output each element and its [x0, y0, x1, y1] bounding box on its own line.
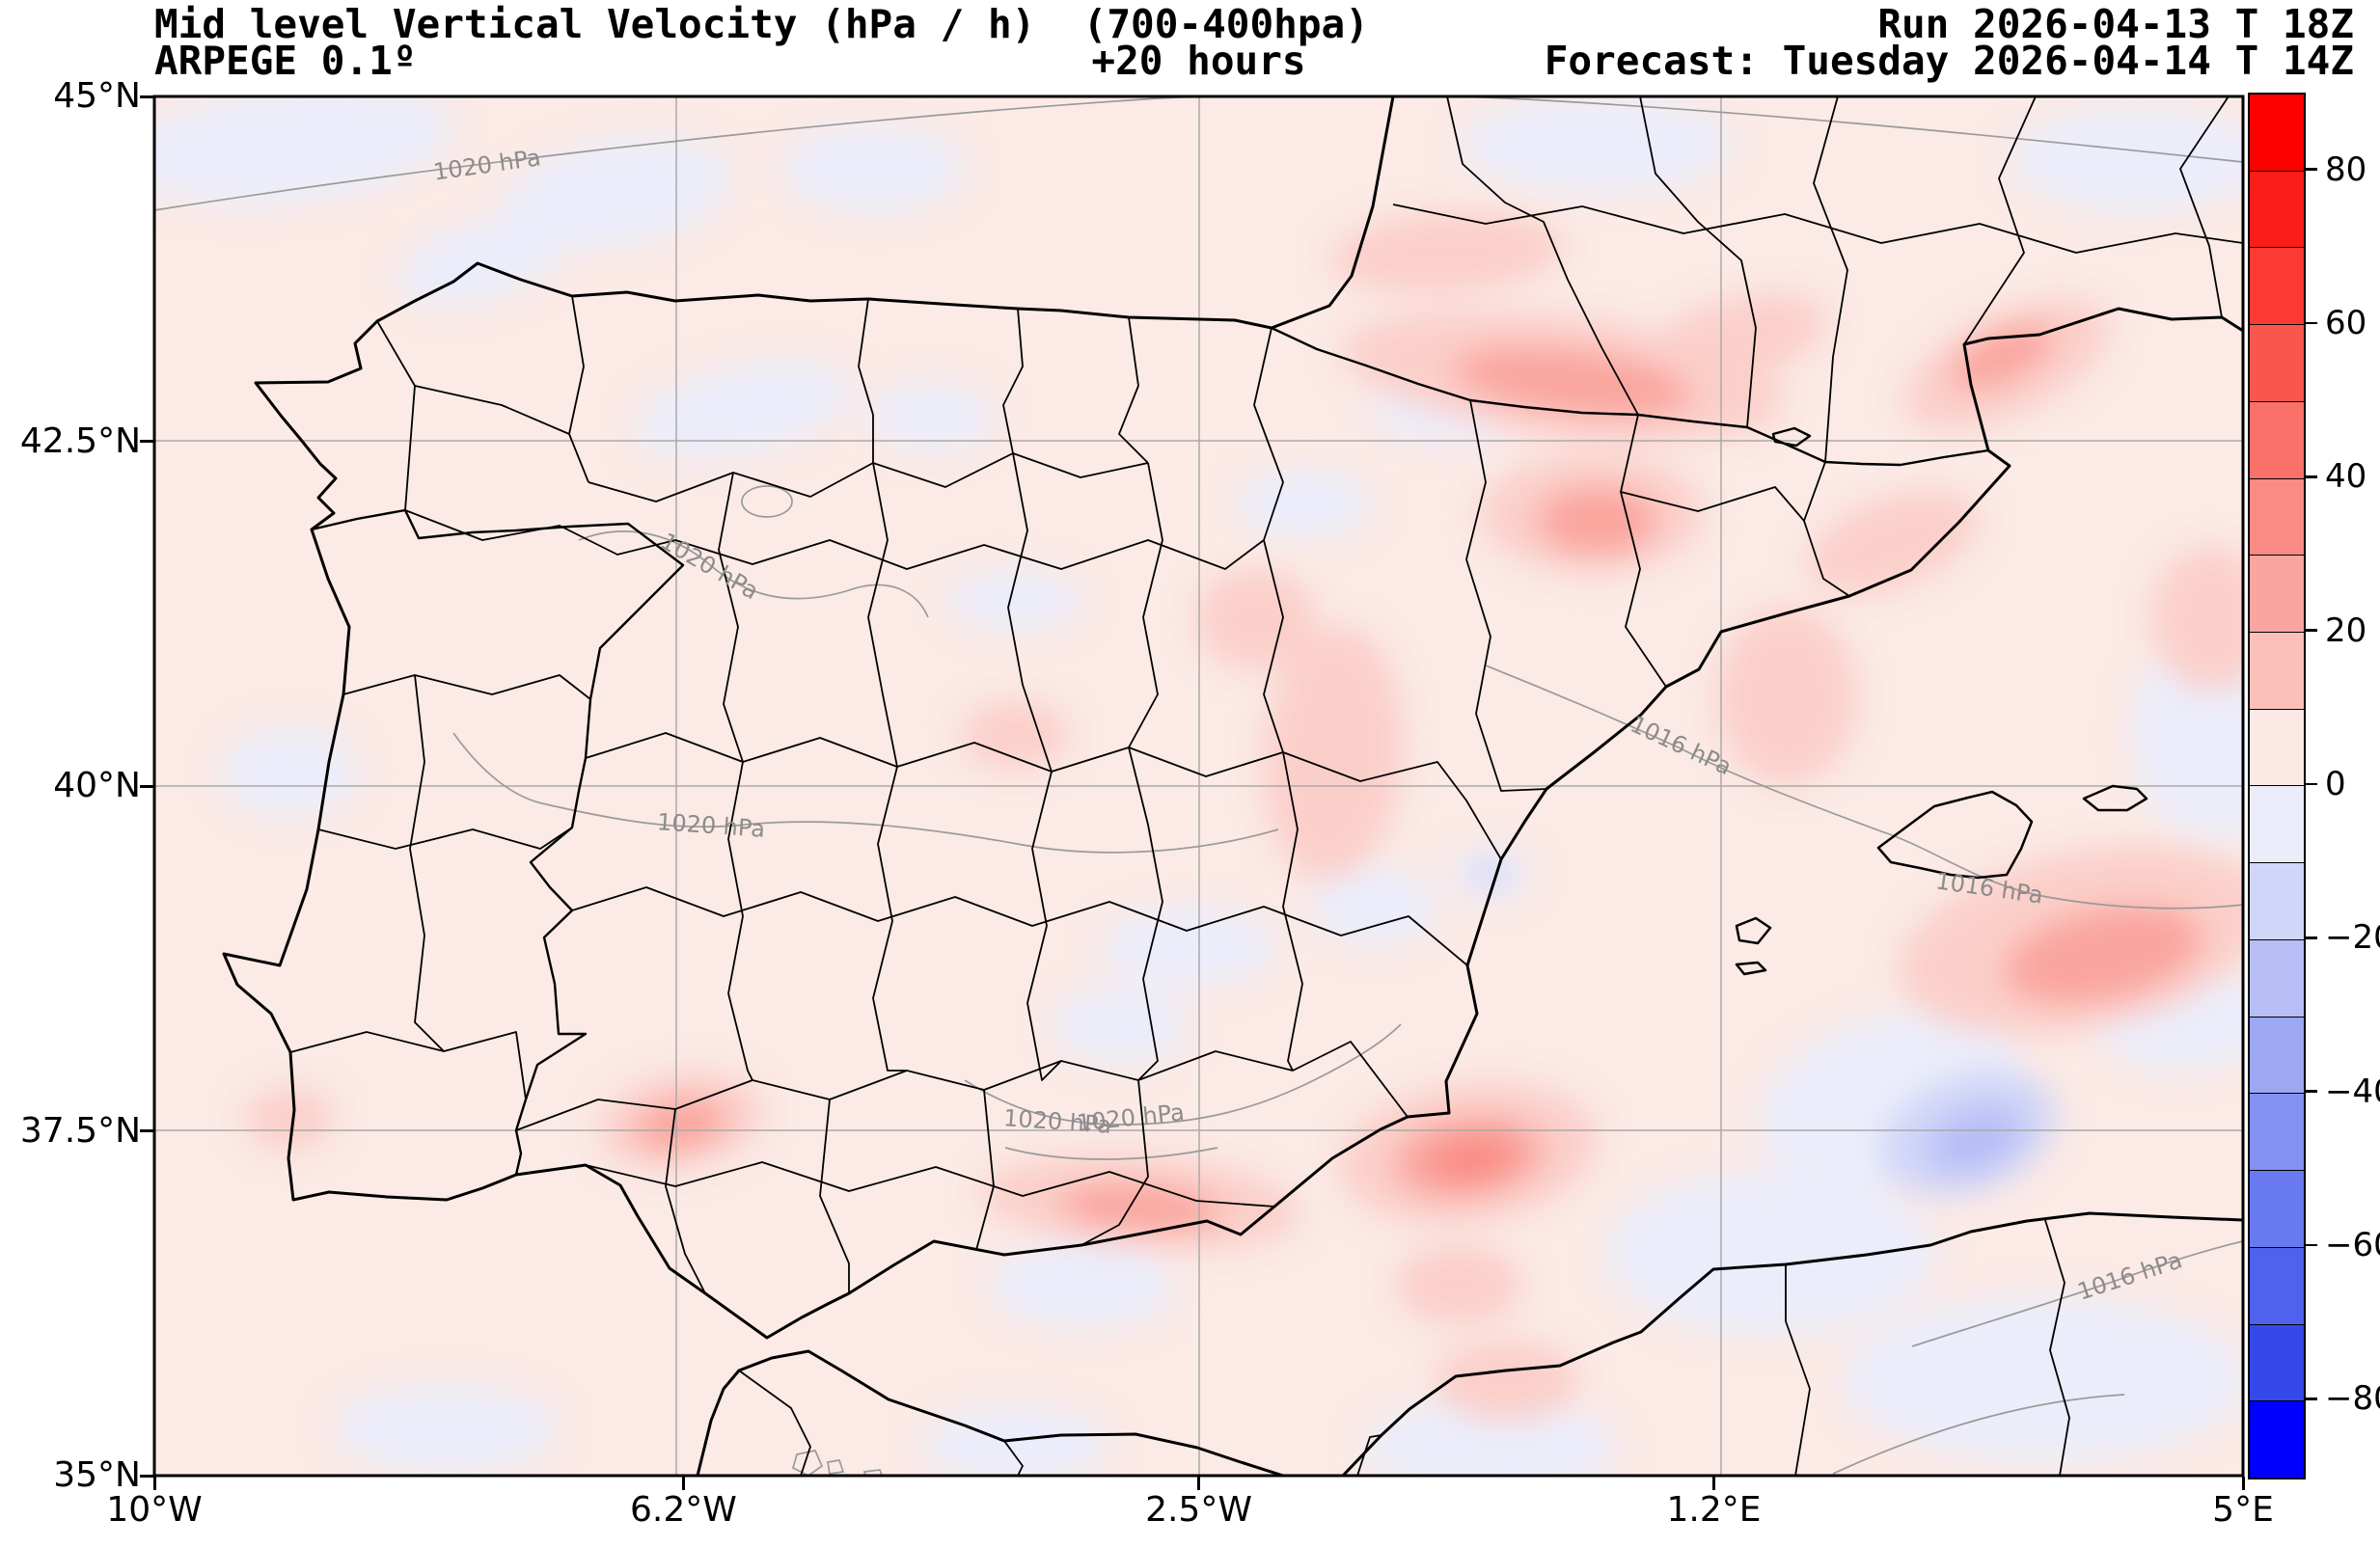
lead-time-label: +20 hours [1091, 38, 1306, 84]
lat-tick-label: 40°N [53, 766, 141, 805]
lon-tick-mark [681, 1477, 685, 1490]
colorbar-tick-mark [2305, 168, 2317, 171]
lon-tick-label: 6.2°W [630, 1490, 737, 1530]
colorbar-segment [2250, 555, 2304, 633]
velocity-shading [154, 96, 2243, 1476]
colorbar-tick-mark [2305, 936, 2317, 939]
colorbar-tick-mark [2305, 629, 2317, 632]
colorbar-segment [2250, 400, 2304, 478]
colorbar [2248, 93, 2306, 1479]
colorbar-segment [2250, 862, 2304, 939]
colorbar-tick-mark [2305, 1090, 2317, 1093]
colorbar-tick-label: −60 [2325, 1226, 2380, 1264]
lat-tick-label: 45°N [53, 76, 141, 116]
lon-tick-mark [1197, 1477, 1200, 1490]
colorbar-tick-label: 40 [2325, 457, 2367, 497]
lon-tick-mark [1712, 1477, 1716, 1490]
colorbar-tick-mark [2305, 782, 2317, 786]
lon-tick-label: 1.2°E [1666, 1490, 1762, 1530]
isobar-contours [154, 96, 2243, 1476]
lon-tick-label: 2.5°W [1145, 1490, 1252, 1530]
colorbar-segment [2250, 324, 2304, 401]
colorbar-segment [2250, 95, 2304, 171]
colorbar-segment [2250, 1400, 2304, 1478]
colorbar-segment [2250, 1170, 2304, 1247]
graticule [154, 96, 2243, 1476]
national-borders [311, 326, 1989, 1176]
lon-tick-mark [2241, 1477, 2245, 1490]
colorbar-segment [2250, 938, 2304, 1017]
colorbar-segment [2250, 1016, 2304, 1094]
admin-boundaries-misc [289, 96, 2243, 1476]
admin-boundaries-horizontal [404, 509, 1502, 1208]
lat-tick-mark [140, 1129, 154, 1132]
colorbar-segment [2250, 170, 2304, 248]
admin-boundaries-north [376, 295, 1284, 541]
colorbar-segment [2250, 1323, 2304, 1401]
lat-tick-mark [140, 440, 154, 443]
colorbar-segment [2250, 1246, 2304, 1324]
colorbar-tick-mark [2305, 475, 2317, 478]
colorbar-tick-mark [2305, 1243, 2317, 1247]
colorbar-segment [2250, 632, 2304, 709]
forecast-label: Forecast: Tuesday 2026-04-14 T 14Z [1544, 38, 2354, 84]
colorbar-tick-label: −40 [2325, 1072, 2380, 1111]
lon-tick-label: 10°W [106, 1490, 203, 1530]
colorbar-tick-label: 20 [2325, 611, 2367, 650]
lat-tick-label: 37.5°N [19, 1110, 141, 1151]
model-label: ARPEGE 0.1º [154, 38, 417, 84]
admin-boundaries-vertical [665, 399, 1547, 1294]
lat-tick-mark [140, 95, 154, 98]
map-frame [152, 95, 2245, 1478]
page-title: Mid level Vertical Velocity (hPa / h) (7… [154, 1, 1369, 47]
lon-tick-label: 5°E [2212, 1490, 2274, 1530]
colorbar-tick-label: 60 [2325, 304, 2367, 342]
lat-tick-mark [140, 1474, 154, 1478]
colorbar-segment [2250, 1093, 2304, 1171]
colorbar-tick-label: −20 [2325, 918, 2380, 958]
colorbar-tick-label: 80 [2325, 149, 2367, 189]
colorbar-tick-mark [2305, 1398, 2317, 1400]
colorbar-tick-label: 0 [2325, 765, 2346, 803]
colorbar-segment [2250, 708, 2304, 786]
balearic-islands [1735, 784, 2148, 976]
colorbar-tick-mark [2305, 321, 2317, 325]
colorbar-segment [2250, 247, 2304, 325]
colorbar-segment [2250, 477, 2304, 556]
lat-tick-mark [140, 784, 154, 788]
lat-tick-label: 35°N [53, 1455, 141, 1495]
lon-tick-mark [152, 1477, 156, 1490]
colorbar-segment [2250, 785, 2304, 863]
run-label: Run 2026-04-13 T 18Z [1877, 1, 2354, 47]
africa-coastline [696, 1211, 2243, 1476]
lat-tick-label: 42.5°N [19, 421, 141, 461]
colorbar-tick-label: −80 [2325, 1379, 2380, 1419]
